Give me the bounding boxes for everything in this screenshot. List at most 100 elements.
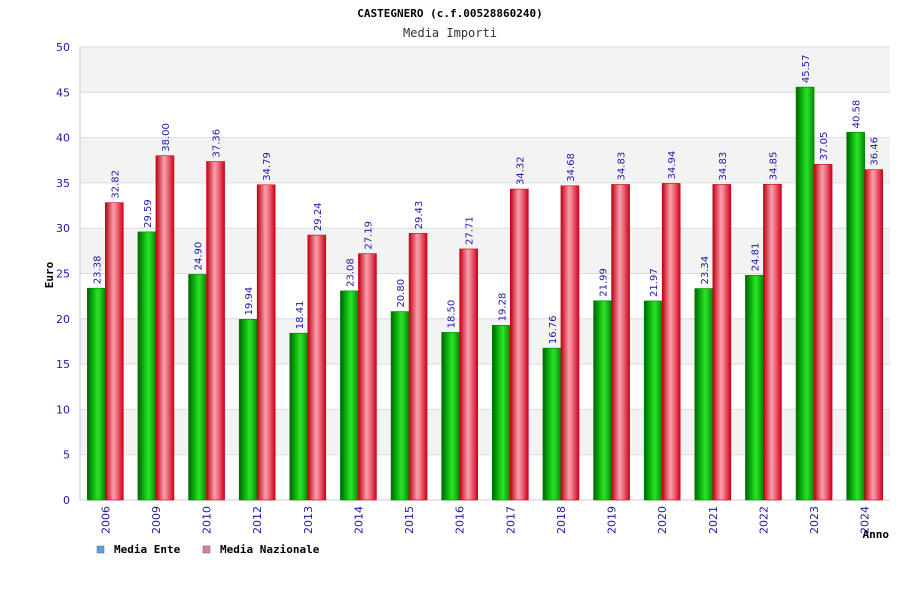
legend-swatch: [202, 545, 211, 554]
bar-media-ente: [188, 274, 207, 501]
legend-label: Media Ente: [114, 543, 181, 556]
x-axis-ticks: 2006 2009 2010 2012 2013 2014 2015 2016 2017 2018…: [99, 506, 871, 534]
bar-media-nazionale: [661, 183, 681, 501]
bar-media-nazionale: [358, 253, 377, 501]
data-label: 23.38: [92, 256, 103, 285]
data-label: 29.24: [313, 202, 324, 231]
data-labels: 23.38 32.82 29.59 38.00 24.90 37.36 19.94 34.79…: [92, 54, 880, 344]
bar-media-ente: [593, 300, 612, 501]
data-label: 19.94: [244, 287, 255, 316]
chart-subtitle: Media Importi: [403, 26, 497, 40]
x-tick-label: 2009: [150, 506, 163, 534]
data-label: 34.85: [768, 152, 779, 181]
x-tick-label: 2012: [251, 506, 264, 534]
x-tick-label: 2024: [859, 506, 872, 534]
data-label: 29.43: [414, 201, 425, 230]
data-label: 45.57: [801, 54, 812, 83]
legend-label: Media Nazionale: [220, 543, 320, 556]
bar-media-ente: [390, 311, 410, 501]
data-label: 27.19: [363, 221, 374, 250]
bar-media-nazionale: [155, 155, 175, 501]
plot-band: [80, 47, 890, 93]
x-tick-label: 2014: [352, 506, 365, 534]
data-label: 34.83: [617, 152, 628, 181]
data-label: 40.58: [852, 100, 863, 129]
bar-media-nazionale: [459, 248, 478, 501]
data-label: 18.41: [295, 301, 306, 330]
data-label: 20.80: [396, 279, 407, 308]
x-tick-label: 2010: [201, 506, 214, 534]
chart-title: CASTEGNERO (c.f.00528860240): [357, 7, 542, 20]
x-tick-label: 2018: [555, 506, 568, 534]
y-tick-label: 5: [63, 449, 70, 462]
data-label: 37.36: [212, 129, 223, 158]
data-label: 34.83: [718, 152, 729, 181]
y-tick-label: 35: [56, 177, 70, 190]
y-tick-label: 10: [56, 403, 70, 416]
data-label: 38.00: [161, 123, 172, 152]
y-tick-label: 40: [56, 132, 70, 145]
bar-media-nazionale: [763, 183, 782, 501]
data-label: 34.32: [515, 156, 526, 185]
x-tick-label: 2017: [504, 506, 517, 534]
plot-band: [80, 92, 890, 138]
data-label: 24.90: [194, 242, 205, 271]
data-label: 19.28: [497, 293, 508, 322]
data-label: 34.79: [262, 152, 273, 181]
data-label: 27.71: [465, 216, 476, 245]
bar-media-ente: [795, 86, 815, 501]
bar-media-ente: [492, 325, 511, 501]
y-axis-ticks: 0 5 10 15 20 25 30 35 40 45 50: [56, 41, 70, 507]
bar-media-ente: [238, 319, 258, 501]
data-label: 21.97: [649, 268, 660, 297]
bar-media-ente: [643, 300, 663, 501]
y-tick-label: 15: [56, 358, 70, 371]
y-tick-label: 50: [56, 41, 70, 54]
y-tick-label: 20: [56, 313, 70, 326]
x-tick-label: 2023: [808, 506, 821, 534]
x-tick-label: 2013: [302, 506, 315, 534]
bar-media-ente: [542, 347, 562, 501]
y-tick-label: 30: [56, 222, 70, 235]
x-tick-label: 2016: [454, 506, 467, 534]
data-label: 23.08: [345, 258, 356, 287]
data-label: 24.81: [750, 243, 761, 272]
bar-media-nazionale: [510, 188, 529, 501]
legend-swatch: [96, 545, 105, 554]
bar-media-nazionale: [408, 233, 428, 501]
data-label: 16.76: [548, 316, 559, 345]
bar-media-ente: [87, 287, 106, 501]
y-axis-label: Euro: [43, 261, 56, 288]
bar-media-nazionale: [813, 164, 833, 501]
bar-media-ente: [846, 132, 865, 501]
x-tick-label: 2015: [403, 506, 416, 534]
data-label: 29.59: [143, 199, 154, 228]
data-label: 34.94: [667, 151, 678, 180]
data-label: 23.34: [700, 256, 711, 285]
bar-media-ente: [745, 274, 764, 501]
y-tick-label: 0: [63, 494, 70, 507]
x-tick-label: 2019: [606, 506, 619, 534]
bar-media-ente: [340, 290, 359, 501]
bar-media-ente: [694, 288, 714, 501]
data-label: 32.82: [110, 170, 121, 199]
data-label: 18.50: [447, 300, 458, 329]
bar-media-nazionale: [105, 202, 124, 501]
bar-media-ente: [289, 332, 309, 501]
y-tick-label: 25: [56, 268, 70, 281]
data-label: 21.99: [599, 268, 610, 297]
legend: Media Ente Media Nazionale: [96, 543, 320, 556]
x-tick-label: 2020: [656, 506, 669, 534]
data-label: 36.46: [870, 137, 881, 166]
bar-media-nazionale: [560, 185, 580, 501]
y-tick-label: 45: [56, 86, 70, 99]
bar-media-ente: [137, 231, 157, 501]
bar-media-nazionale: [256, 184, 276, 501]
x-tick-label: 2022: [757, 506, 770, 534]
bar-media-nazionale: [307, 234, 327, 501]
data-label: 37.05: [819, 132, 830, 161]
bar-media-nazionale: [611, 184, 630, 501]
data-label: 34.68: [566, 153, 577, 182]
bars-group: [87, 86, 883, 501]
